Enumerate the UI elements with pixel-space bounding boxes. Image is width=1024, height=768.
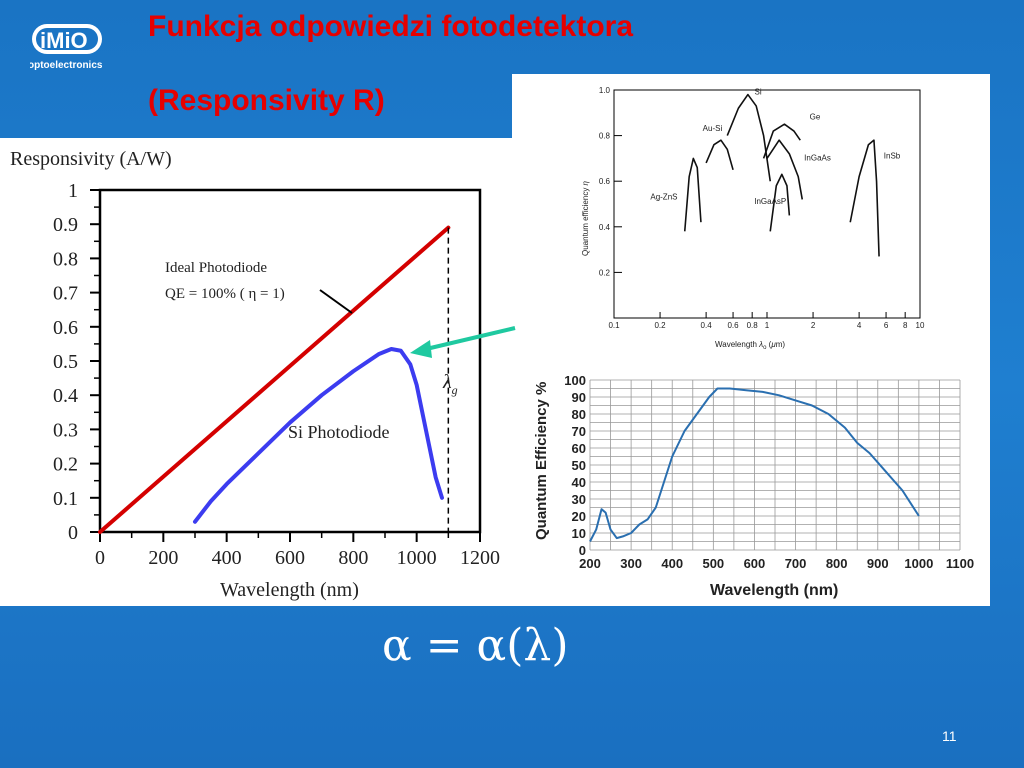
chart3-xtick-label: 1000 <box>904 556 933 571</box>
chart1-xtick-label: 400 <box>212 547 242 569</box>
label-ge: Ge <box>810 113 821 122</box>
ideal-label-1: Ideal Photodiode <box>165 260 267 276</box>
chart3-ytick-label: 100 <box>564 373 586 388</box>
green-arrow <box>410 326 516 358</box>
chart2-xtick-label: 1 <box>765 321 770 330</box>
chart1-xlabel: Wavelength (nm) <box>220 579 359 601</box>
chart2-ytick-label: 1.0 <box>599 86 611 95</box>
slide-title-line-2: (Responsivity R) <box>148 84 385 117</box>
chart2-ytick-label: 0.8 <box>599 132 611 141</box>
chart1-ytick-label: 1 <box>68 180 78 202</box>
chart2-ytick-label: 0.4 <box>599 223 611 232</box>
imio-logo: iMiO optoelectronics <box>30 24 103 71</box>
lambda-g-label: λg <box>442 371 458 397</box>
chart2-xtick-label: 6 <box>884 321 889 330</box>
chart1-ytick-label: 0.5 <box>53 351 78 373</box>
curve-ingaas <box>766 139 804 200</box>
chart3-xtick-label: 700 <box>785 556 807 571</box>
responsivity-chart: Responsivity (A/W) Wavelength (nm) 0 0.1 0… <box>10 148 500 601</box>
alpha-formula: α = α(λ) <box>382 620 569 671</box>
chart2-ytick-label: 0.6 <box>599 177 611 186</box>
chart3-xtick-label: 300 <box>620 556 642 571</box>
chart1-xtick-label: 600 <box>275 547 305 569</box>
curve-au-si <box>705 139 734 171</box>
label-insb: InSb <box>884 151 901 160</box>
chart1-ytick-label: 0.8 <box>53 248 78 270</box>
logo-text: optoelectronics <box>30 60 103 71</box>
chart3-ytick-label: 50 <box>572 458 586 473</box>
chart2-xtick-label: 0.2 <box>654 321 666 330</box>
page-number: 11 <box>942 728 957 744</box>
chart1-xtick-label: 1200 <box>460 547 500 569</box>
chart2-xtick-label: 4 <box>857 321 862 330</box>
chart1-ytick-label: 0.1 <box>53 488 78 510</box>
chart1-xtick-label: 200 <box>148 547 178 569</box>
quantum-efficiency-percent-chart: 0 10 20 30 40 50 60 70 80 90 100 200 300 400 500 600 700… <box>533 373 974 599</box>
chart3-ytick-label: 70 <box>572 424 586 439</box>
svg-text:iMiO: iMiO <box>40 28 88 53</box>
label-si: Si <box>754 88 761 97</box>
label-au-si: Au-Si <box>703 124 723 133</box>
slide-title-line-1: Funkcja odpowiedzi fotodetektora <box>148 10 634 43</box>
chart1-xtick-label: 0 <box>95 547 105 569</box>
chart3-ytick-label: 20 <box>572 509 586 524</box>
right-chart-panel <box>512 74 990 606</box>
chart3-xtick-label: 200 <box>579 556 601 571</box>
chart3-xlabel: Wavelength (nm) <box>710 582 838 599</box>
chart2-xtick-label: 0.8 <box>747 321 759 330</box>
chart1-ytick-label: 0.4 <box>53 385 78 407</box>
chart1-title: Responsivity (A/W) <box>10 148 172 170</box>
chart2-xlabel: Wavelength λo (μm) <box>715 340 785 351</box>
chart1-ytick-label: 0.9 <box>53 214 78 236</box>
chart3-ylabel: Quantum Efficiency % <box>533 382 550 540</box>
chart1-ytick-label: 0.2 <box>53 454 78 476</box>
chart3-ytick-label: 40 <box>572 475 586 490</box>
chart3-ytick-label: 90 <box>572 390 586 405</box>
qe-curve <box>589 387 920 542</box>
chart2-xtick-label: 10 <box>916 321 925 330</box>
chart3-ytick-label: 30 <box>572 492 586 507</box>
left-chart-panel <box>0 138 515 606</box>
curve-ge <box>762 123 801 159</box>
chart2-xtick-label: 8 <box>903 321 908 330</box>
quantum-efficiency-materials-chart: 0.2 0.4 0.6 0.8 1.0 0.1 0.2 0.4 0.6 0.8 1 2 4 6 8 10 Ag… <box>581 86 925 351</box>
ideal-label-pointer <box>319 289 353 314</box>
chart3-ytick-label: 10 <box>572 526 586 541</box>
chart2-xtick-label: 0.1 <box>608 321 620 330</box>
curve-insb <box>849 139 880 257</box>
label-ingaasp: InGaAsP <box>754 197 786 206</box>
chart1-ytick-label: 0.3 <box>53 419 78 441</box>
ideal-label-2: QE = 100% ( η = 1) <box>165 286 285 302</box>
curve-ingaasp <box>769 173 791 232</box>
si-label: Si Photodiode <box>288 422 390 442</box>
lambda-g-subscript: g <box>452 383 458 397</box>
chart1-ytick-label: 0.7 <box>53 283 78 305</box>
chart2-xtick-label: 2 <box>811 321 816 330</box>
chart3-xtick-label: 600 <box>744 556 766 571</box>
chart2-ytick-label: 0.2 <box>599 268 611 277</box>
label-ag-zns: Ag-ZnS <box>650 192 677 201</box>
chart3-xtick-label: 800 <box>826 556 848 571</box>
curve-ag-zns <box>683 157 702 232</box>
chart3-ytick-label: 80 <box>572 407 586 422</box>
chart3-ytick-label: 0 <box>579 543 586 558</box>
chart1-xtick-label: 800 <box>338 547 368 569</box>
ideal-photodiode-line <box>98 225 451 534</box>
chart3-ytick-label: 60 <box>572 441 586 456</box>
chart1-xtick-label: 1000 <box>397 547 437 569</box>
chart3-xtick-label: 900 <box>867 556 889 571</box>
chart2-ylabel: Quantum efficiency η <box>581 180 590 256</box>
chart2-xtick-label: 0.4 <box>701 321 713 330</box>
chart3-xtick-label: 1100 <box>946 556 974 571</box>
label-ingaas: InGaAs <box>804 154 831 163</box>
si-photodiode-curve <box>193 347 444 524</box>
chart3-xtick-label: 400 <box>661 556 683 571</box>
chart3-xtick-label: 500 <box>702 556 724 571</box>
chart1-ytick-label: 0 <box>68 522 78 544</box>
chart2-xtick-label: 0.6 <box>727 321 739 330</box>
chart1-ytick-label: 0.6 <box>53 317 78 339</box>
curve-si <box>726 93 772 182</box>
